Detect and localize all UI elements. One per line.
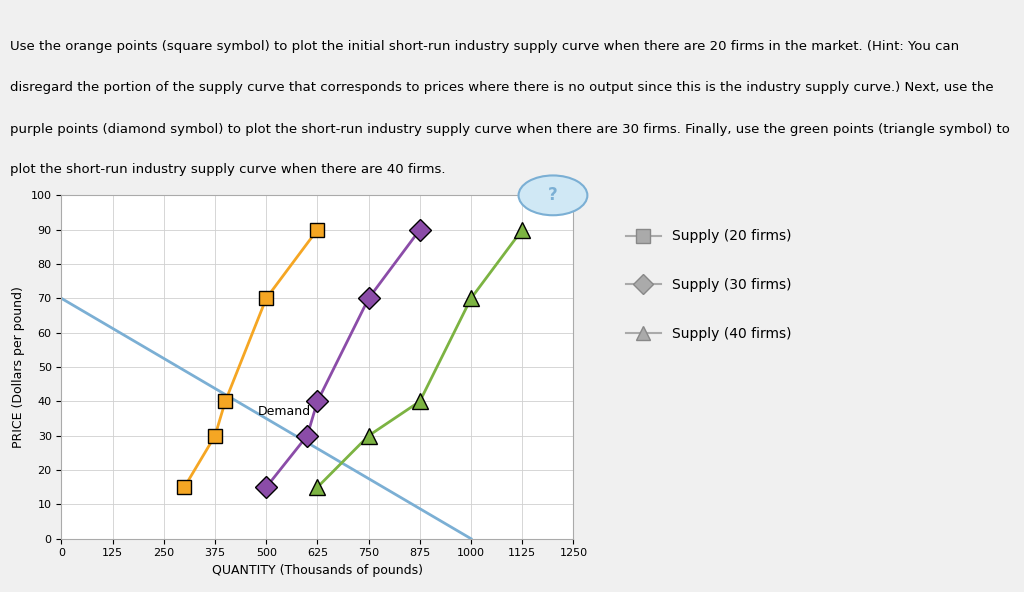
Text: disregard the portion of the supply curve that corresponds to prices where there: disregard the portion of the supply curv… — [10, 81, 994, 94]
Text: ?: ? — [548, 186, 558, 204]
Text: Use the orange points (square symbol) to plot the initial short-run industry sup: Use the orange points (square symbol) to… — [10, 40, 959, 53]
Y-axis label: PRICE (Dollars per pound): PRICE (Dollars per pound) — [12, 286, 26, 448]
Text: Demand: Demand — [258, 405, 311, 418]
Circle shape — [518, 175, 588, 215]
X-axis label: QUANTITY (Thousands of pounds): QUANTITY (Thousands of pounds) — [212, 564, 423, 577]
Legend: Supply (20 firms), Supply (30 firms), Supply (40 firms): Supply (20 firms), Supply (30 firms), Su… — [621, 224, 797, 346]
Text: purple points (diamond symbol) to plot the short-run industry supply curve when : purple points (diamond symbol) to plot t… — [10, 123, 1010, 136]
Text: plot the short-run industry supply curve when there are 40 firms.: plot the short-run industry supply curve… — [10, 163, 445, 176]
